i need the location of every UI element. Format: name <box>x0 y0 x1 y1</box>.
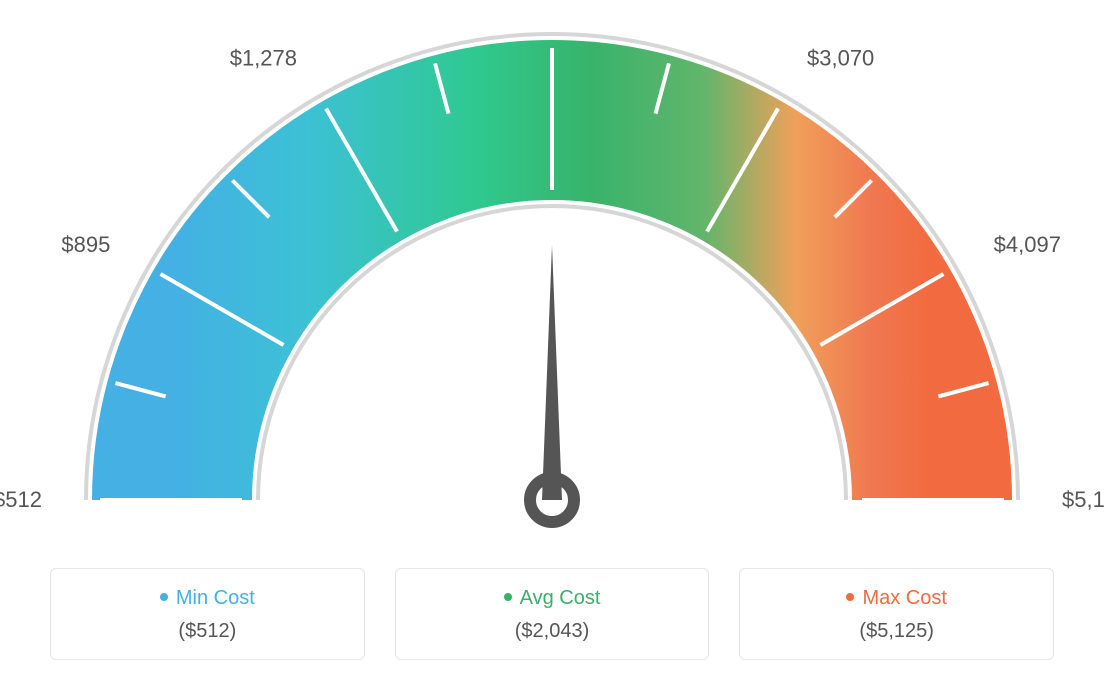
legend-label-avg: Avg Cost <box>520 587 601 609</box>
legend-title-max: Max Cost <box>750 587 1043 610</box>
gauge-chart-container: $512 $895 $1,278 $2,043 $3,070 $4,097 $5,125 M… <box>0 0 1104 690</box>
legend-card-avg: Avg Cost ($2,043) <box>395 568 710 660</box>
gauge-needle <box>542 245 562 500</box>
gauge-tick-label: $2,043 <box>518 0 585 2</box>
gauge-tick-label: $4,097 <box>994 232 1061 257</box>
legend-card-max: Max Cost ($5,125) <box>739 568 1054 660</box>
legend-dot-max <box>846 593 854 601</box>
legend-value-avg: ($2,043) <box>406 620 699 643</box>
gauge-tick-label: $1,278 <box>230 45 297 70</box>
legend-card-min: Min Cost ($512) <box>50 568 365 660</box>
legend-label-min: Min Cost <box>176 587 255 609</box>
legend-dot-avg <box>504 593 512 601</box>
legend-label-max: Max Cost <box>862 587 946 609</box>
legend-row: Min Cost ($512) Avg Cost ($2,043) Max Co… <box>50 568 1054 660</box>
legend-title-min: Min Cost <box>61 587 354 610</box>
gauge-tick-label: $5,125 <box>1062 487 1104 512</box>
legend-value-max: ($5,125) <box>750 620 1043 643</box>
gauge-tick-label: $3,070 <box>807 45 874 70</box>
legend-value-min: ($512) <box>61 620 354 643</box>
legend-dot-min <box>160 593 168 601</box>
gauge-tick-label: $512 <box>0 487 42 512</box>
gauge-tick-label: $895 <box>61 232 110 257</box>
legend-title-avg: Avg Cost <box>406 587 699 610</box>
